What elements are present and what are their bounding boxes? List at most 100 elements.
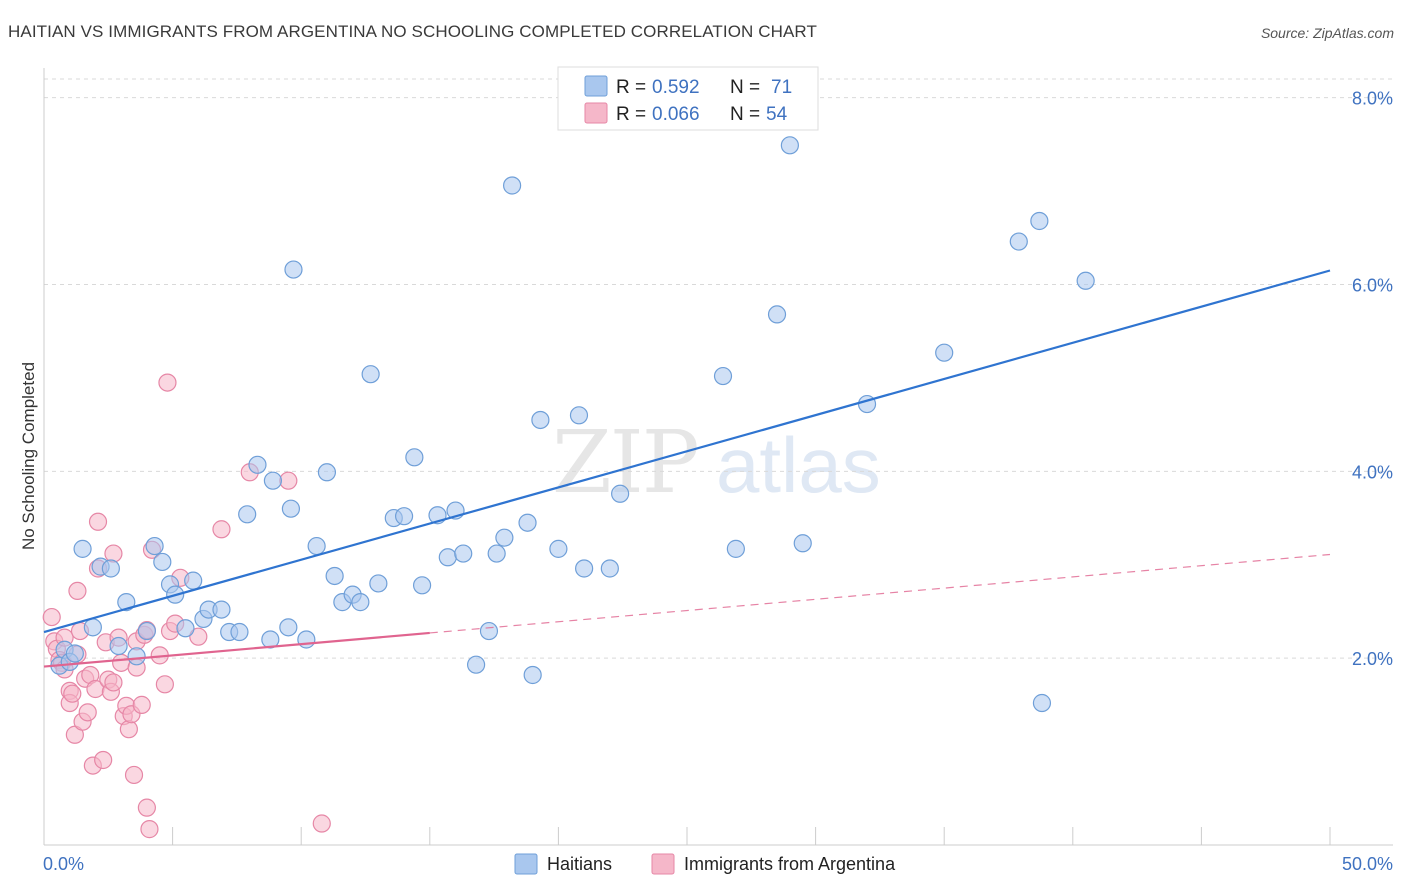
haitians-point (935, 343, 954, 362)
stats-legend-r-value-2: 0.066 (652, 104, 700, 125)
legend-label-haitians: Haitians (547, 854, 612, 874)
haitians-point (454, 544, 473, 563)
y-axis-label: No Schooling Completed (19, 362, 38, 550)
haitians-point (361, 365, 380, 384)
watermark: ZIP atlas (552, 413, 881, 513)
y-tick-label: 6.0% (1352, 276, 1393, 296)
haitians-point (212, 600, 231, 619)
legend-label-argentina: Immigrants from Argentina (684, 854, 896, 874)
haitians-point (65, 644, 84, 663)
x-tick-label-min: 0.0% (43, 854, 84, 874)
argentina-point (124, 765, 144, 785)
haitians-point (137, 621, 156, 641)
haitians-point (575, 559, 594, 578)
stats-legend-swatch-argentina (584, 102, 608, 124)
haitians-point (394, 507, 414, 526)
haitians-point (495, 528, 514, 547)
haitians-point (405, 448, 424, 467)
haitians-point (1076, 271, 1095, 290)
haitians-point (1032, 693, 1052, 713)
haitians-point (145, 536, 164, 556)
argentina-point (104, 673, 123, 692)
y-tick-labels: 2.0% 4.0% 6.0% 8.0% (1352, 89, 1393, 669)
haitians-point (317, 463, 337, 482)
haitians-point (780, 136, 799, 155)
haitians-point (1030, 211, 1049, 231)
stats-legend-n-value-1: 71 (771, 77, 792, 98)
haitians-point (487, 544, 506, 563)
argentina-point (155, 675, 174, 694)
argentina-point (158, 373, 177, 392)
stats-legend-n-label-1: N = (730, 77, 760, 98)
argentina-point (63, 684, 82, 703)
haitians-point (479, 621, 499, 641)
haitians-point (1009, 232, 1028, 251)
stats-legend-r-value-1: 0.592 (652, 77, 700, 98)
argentina-point (140, 820, 159, 839)
haitians-point (569, 406, 589, 425)
argentina-trendline-solid (43, 631, 430, 668)
haitians-point (351, 593, 370, 612)
haitians-point (503, 176, 522, 195)
trendlines (43, 269, 1331, 668)
haitians-trendline (43, 269, 1331, 634)
haitians-point (279, 618, 298, 637)
haitians-point (238, 505, 257, 524)
haitians-point (549, 539, 568, 558)
argentina-point (119, 720, 138, 739)
haitians-point (793, 534, 812, 553)
haitians-point (281, 499, 301, 518)
source-credit: Source: ZipAtlas.com (1260, 25, 1394, 41)
argentina-point (78, 703, 97, 722)
y-tick-label: 4.0% (1352, 462, 1393, 482)
haitians-point (466, 655, 486, 674)
legend-swatch-haitians (514, 853, 538, 875)
argentina-trendline-dashed (429, 553, 1331, 634)
haitians-point (176, 619, 195, 638)
stats-legend-n-value-2: 54 (766, 104, 788, 125)
haitians-point (263, 471, 283, 490)
argentina-point (137, 798, 156, 817)
haitians-point (284, 260, 303, 279)
stats-legend: R = 0.592 N = 71 R = 0.066 N = 54 (557, 66, 819, 131)
argentina-point (68, 581, 87, 601)
y-tick-label: 2.0% (1352, 649, 1393, 669)
stats-legend-r-label-2: R = (616, 104, 646, 125)
haitians-point (523, 665, 542, 685)
argentina-point (212, 520, 231, 539)
y-tick-label: 8.0% (1352, 89, 1393, 109)
haitians-point (600, 559, 619, 578)
argentina-point (104, 544, 123, 563)
haitians-point (248, 455, 267, 474)
haitians-point (117, 593, 136, 612)
argentina-point (189, 627, 208, 646)
haitians-point (230, 622, 249, 642)
haitians-point (726, 539, 745, 558)
haitians-point (261, 630, 280, 649)
legend-swatch-argentina (651, 853, 675, 875)
series-haitians-points (50, 136, 1095, 713)
haitians-point (109, 636, 128, 656)
haitians-point (127, 647, 146, 666)
haitians-point (153, 552, 172, 572)
argentina-point (42, 607, 61, 627)
haitians-point (325, 566, 344, 586)
haitians-point (438, 548, 457, 567)
watermark-atlas: atlas (716, 421, 881, 509)
haitians-point (184, 571, 203, 590)
haitians-point (767, 305, 787, 324)
haitians-point (518, 513, 537, 532)
stats-legend-r-label-1: R = (616, 77, 646, 98)
argentina-point (312, 814, 331, 833)
haitians-point (73, 539, 92, 558)
chart-title: HAITIAN VS IMMIGRANTS FROM ARGENTINA NO … (8, 22, 817, 41)
series-argentina-points (42, 373, 331, 839)
argentina-point (132, 695, 151, 714)
haitians-point (101, 559, 120, 578)
argentina-point (112, 653, 131, 672)
axes (43, 68, 1393, 846)
stats-legend-n-label-2: N = (730, 104, 760, 125)
haitians-point (369, 574, 388, 593)
bottom-legend: Haitians Immigrants from Argentina (514, 853, 896, 875)
